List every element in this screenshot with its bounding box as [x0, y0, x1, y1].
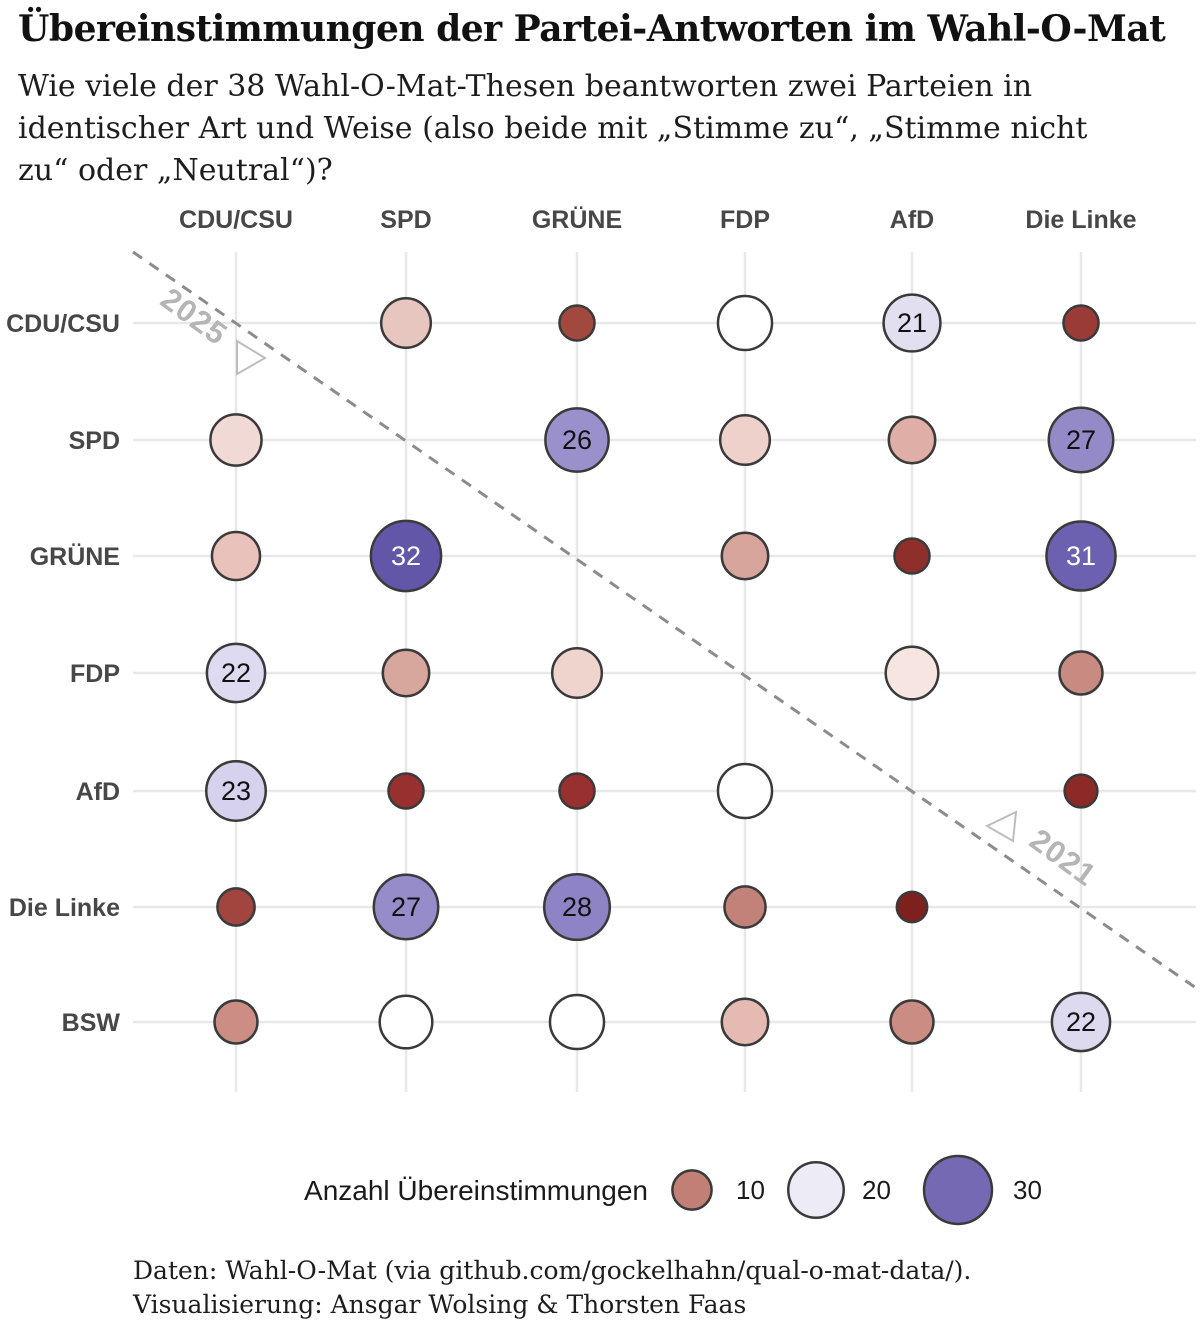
- year-divider-dashed-line: [132, 250, 1197, 990]
- row-label-2: SPD: [69, 427, 120, 455]
- legend-title: Anzahl Übereinstimmungen: [304, 1175, 648, 1206]
- caption-source-line: Daten: Wahl-O-Mat (via github.com/gockel…: [133, 1256, 972, 1285]
- upper-year-label: 2025: [154, 281, 234, 352]
- lower-year-triangle-icon: [984, 810, 1018, 843]
- row-label-4: FDP: [70, 660, 120, 688]
- diagonal-divider: [132, 250, 1197, 990]
- bubble-CDU/CSU-SPD: [379, 296, 433, 350]
- legend-value-10: 10: [736, 1175, 765, 1205]
- bubble-GRÜNE-SPD: [369, 519, 443, 593]
- bubble-value-label: 32: [391, 541, 421, 571]
- bubble-Die Linke-CDU/CSU: [216, 887, 256, 927]
- lower-year-label: 2021: [1023, 822, 1103, 893]
- bubble-value-label: 26: [562, 425, 592, 455]
- bubble-FDP-CDU/CSU: [205, 642, 267, 704]
- row-label-6: Die Linke: [9, 894, 120, 922]
- column-header-5: AfD: [890, 206, 934, 234]
- bubble-GRÜNE-FDP: [720, 531, 770, 581]
- bubble-value-label: 22: [221, 658, 251, 688]
- bubble-SPD-GRÜNE: [544, 407, 610, 473]
- legend-bubble-30: [922, 1154, 994, 1226]
- bubble-BSW-GRÜNE: [548, 993, 606, 1051]
- bubble-CDU/CSU-Die Linke: [1062, 304, 1100, 342]
- year-annotations: 2025 2021: [154, 281, 1103, 893]
- bubble-AfD-SPD: [387, 772, 425, 810]
- column-header-1: CDU/CSU: [179, 206, 293, 234]
- bubble-AfD-CDU/CSU: [205, 760, 267, 822]
- legend-value-30: 30: [1013, 1175, 1042, 1205]
- row-label-3: GRÜNE: [30, 542, 120, 571]
- bubble-AfD-FDP: [716, 762, 774, 820]
- bubble-CDU/CSU-AfD: [882, 293, 942, 353]
- legend-bubble-10: [671, 1169, 713, 1211]
- chart-title: Übereinstimmungen der Partei-Antworten i…: [18, 8, 1166, 50]
- bubble-BSW-CDU/CSU: [213, 999, 259, 1045]
- grid-lines: [133, 252, 1196, 1092]
- bubble-BSW-SPD: [378, 994, 434, 1050]
- legend-value-20: 20: [862, 1175, 891, 1205]
- bubble-BSW-Die Linke: [1050, 991, 1112, 1053]
- bubble-FDP-SPD: [381, 648, 431, 698]
- column-header-6: Die Linke: [1025, 206, 1136, 234]
- upper-year-triangle-icon: [236, 339, 267, 376]
- bubble-BSW-AfD: [889, 999, 935, 1045]
- bubble-AfD-GRÜNE: [558, 772, 596, 810]
- column-header-2: SPD: [380, 206, 431, 234]
- bubble-Die Linke-AfD: [895, 890, 929, 924]
- chart-subtitle: Wie viele der 38 Wahl-O-Mat-Thesen beant…: [18, 66, 1188, 192]
- column-headers: CDU/CSU SPD GRÜNE FDP AfD Die Linke: [179, 205, 1137, 234]
- bubble-Die Linke-SPD: [372, 873, 440, 941]
- bubble-FDP-GRÜNE: [550, 646, 604, 700]
- bubble-Die Linke-GRÜNE: [542, 872, 612, 942]
- legend-bubble-20: [787, 1161, 845, 1219]
- caption-credit-line: Visualisierung: Ansgar Wolsing & Thorste…: [133, 1290, 747, 1319]
- bubble-CDU/CSU-FDP: [716, 294, 774, 352]
- bubble-layer: 21 26 27 32 31 22 23 27 28 22: [205, 293, 1117, 1053]
- size-color-legend: Anzahl Übereinstimmungen 10 20 30: [304, 1154, 1042, 1226]
- bubble-SPD-FDP: [718, 413, 772, 467]
- row-label-7: BSW: [62, 1009, 121, 1037]
- bubble-value-label: 27: [1066, 425, 1096, 455]
- bubble-FDP-Die Linke: [1058, 650, 1104, 696]
- bubble-SPD-AfD: [887, 415, 937, 465]
- bubble-value-label: 22: [1066, 1007, 1096, 1037]
- bubble-SPD-Die Linke: [1047, 406, 1115, 474]
- bubble-Die Linke-FDP: [723, 885, 767, 929]
- bubble-value-label: 31: [1066, 541, 1096, 571]
- subtitle-line-1: Wie viele der 38 Wahl-O-Mat-Thesen beant…: [18, 69, 1033, 104]
- bubble-value-label: 27: [391, 892, 421, 922]
- bubble-value-label: 21: [897, 308, 927, 338]
- bubble-value-label: 28: [562, 892, 592, 922]
- row-label-5: AfD: [76, 778, 120, 806]
- subtitle-line-2: identischer Art und Weise (also beide mi…: [18, 111, 1088, 146]
- bubble-CDU/CSU-GRÜNE: [558, 304, 596, 342]
- bubble-BSW-FDP: [720, 997, 770, 1047]
- bubble-GRÜNE-Die Linke: [1045, 520, 1117, 592]
- chart-caption: Daten: Wahl-O-Mat (via github.com/gockel…: [133, 1254, 1183, 1322]
- row-labels: CDU/CSU SPD GRÜNE FDP AfD Die Linke BSW: [6, 310, 120, 1037]
- bubble-GRÜNE-CDU/CSU: [210, 530, 262, 582]
- bubble-value-label: 23: [221, 776, 251, 806]
- bubble-FDP-AfD: [884, 645, 940, 701]
- bubble-AfD-Die Linke: [1063, 773, 1099, 809]
- bubble-GRÜNE-AfD: [893, 537, 931, 575]
- row-label-1: CDU/CSU: [6, 310, 120, 338]
- bubble-SPD-CDU/CSU: [209, 413, 263, 467]
- column-header-3: GRÜNE: [532, 205, 622, 234]
- subtitle-line-3: zu“ oder „Neutral“)?: [18, 153, 333, 188]
- column-header-4: FDP: [720, 206, 770, 234]
